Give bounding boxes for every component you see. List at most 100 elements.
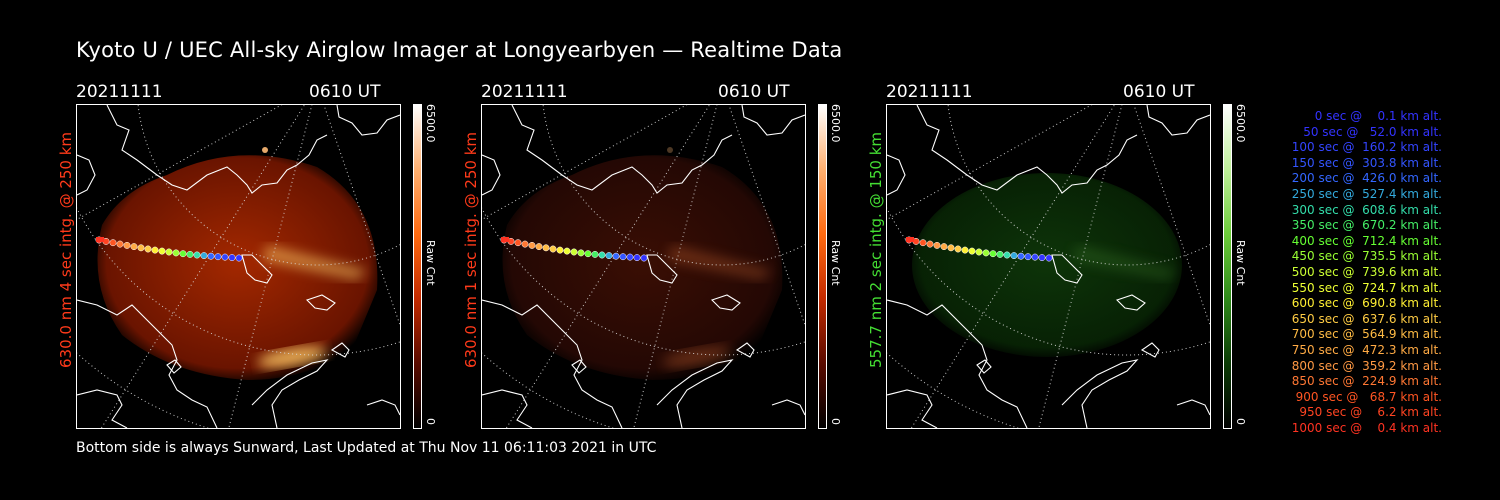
trajectory-marker <box>556 246 564 254</box>
trajectory-marker <box>598 251 606 259</box>
panel-2-colorbar <box>818 104 827 429</box>
trajectory-marker <box>563 247 571 255</box>
trajectory-marker <box>130 243 138 251</box>
panel-2-colorbar-label: Raw Cnt <box>829 240 842 286</box>
trajectory-marker <box>179 250 187 258</box>
trajectory-marker <box>151 246 159 254</box>
panel-2-date: 20211111 <box>481 82 568 102</box>
panel-2-time: 0610 UT <box>718 82 790 102</box>
trajectory-marker <box>926 240 934 248</box>
trajectory-marker <box>1024 253 1032 261</box>
trajectory-marker <box>144 245 152 253</box>
trajectory-marker <box>954 245 962 253</box>
legend-entry: 950 sec @ 6.2 km alt. <box>1299 405 1442 420</box>
panel-1-colorbar-min: 0 <box>424 418 437 425</box>
trajectory-marker <box>584 250 592 258</box>
legend-entry: 0 sec @ 0.1 km alt. <box>1314 109 1442 123</box>
panel-1-time: 0610 UT <box>309 82 381 102</box>
trajectory-marker <box>165 248 173 256</box>
trajectory-marker <box>535 243 543 251</box>
trajectory-marker <box>989 250 997 258</box>
trajectory-marker <box>193 251 201 259</box>
trajectory-marker <box>542 244 550 252</box>
legend-entry: 450 sec @ 735.5 km alt. <box>1291 249 1442 264</box>
panel-1-wavelength-label: 630.0 nm 4 sec intg. @ 250 km <box>57 131 75 368</box>
trajectory-marker <box>235 254 243 262</box>
trajectory-marker <box>228 254 236 262</box>
trajectory-marker <box>591 250 599 258</box>
panel-2-airglow-image <box>481 104 806 429</box>
trajectory-marker <box>577 249 585 257</box>
panel-3-wavelength-label: 557.7 nm 2 sec intg. @ 150 km <box>867 131 885 368</box>
trajectory-marker <box>961 246 969 254</box>
legend-entry: 650 sec @ 637.6 km alt. <box>1291 311 1442 326</box>
legend-entry: 150 sec @ 303.8 km alt. <box>1291 155 1442 170</box>
trajectory-marker <box>207 252 215 260</box>
legend-entry: 500 sec @ 739.6 km alt. <box>1291 264 1442 279</box>
legend-entry: 300 sec @ 608.6 km alt. <box>1291 202 1442 217</box>
legend-entry: 850 sec @ 224.9 km alt. <box>1291 374 1442 389</box>
trajectory-marker <box>626 253 634 261</box>
panel-2-colorbar-max: 6500.0 <box>829 104 842 143</box>
panel-3-colorbar-min: 0 <box>1234 418 1247 425</box>
legend-entry: 250 sec @ 527.4 km alt. <box>1291 186 1442 201</box>
trajectory-marker <box>1003 251 1011 259</box>
trajectory-marker <box>214 253 222 261</box>
legend-entry: 50 sec @ 52.0 km alt. <box>1303 124 1442 139</box>
trajectory-marker <box>521 240 529 248</box>
trajectory-marker <box>933 241 941 249</box>
trajectory-marker <box>612 252 620 260</box>
trajectory-marker <box>158 247 166 255</box>
trajectory-marker <box>123 241 131 249</box>
legend-entry: 550 sec @ 724.7 km alt. <box>1291 280 1442 295</box>
trajectory-marker <box>528 241 536 249</box>
panel-3-date: 20211111 <box>886 82 973 102</box>
panel-3-colorbar-label: Raw Cnt <box>1234 240 1247 286</box>
trajectory-marker <box>619 253 627 261</box>
trajectory-marker <box>172 249 180 257</box>
page-title: Kyoto U / UEC All-sky Airglow Imager at … <box>76 38 843 62</box>
panel-3-time: 0610 UT <box>1123 82 1195 102</box>
all-sky-map-1 <box>77 105 400 428</box>
altitude-legend: 0 sec @ 0.1 km alt. 50 sec @ 52.0 km alt.… <box>1262 109 1442 436</box>
trajectory-marker <box>570 248 578 256</box>
panel-1-airglow-image <box>76 104 401 429</box>
legend-entry: 800 sec @ 359.2 km alt. <box>1291 358 1442 373</box>
panel-3-airglow-image <box>886 104 1211 429</box>
trajectory-marker <box>940 243 948 251</box>
panel-2-wavelength-label: 630.0 nm 1 sec intg. @ 250 km <box>462 131 480 368</box>
trajectory-marker <box>514 239 522 247</box>
trajectory-marker <box>975 248 983 256</box>
trajectory-marker <box>1045 254 1053 262</box>
legend-entry: 1000 sec @ 0.4 km alt. <box>1291 420 1442 435</box>
panel-2-colorbar-min: 0 <box>829 418 842 425</box>
trajectory-marker <box>982 249 990 257</box>
all-sky-map-3 <box>887 105 1210 428</box>
panel-1-colorbar-max: 6500.0 <box>424 104 437 143</box>
all-sky-map-2 <box>482 105 805 428</box>
trajectory-marker <box>200 252 208 260</box>
trajectory-marker <box>186 250 194 258</box>
panel-1-colorbar <box>413 104 422 429</box>
footer-note: Bottom side is always Sunward, Last Upda… <box>76 440 657 456</box>
legend-entry: 900 sec @ 68.7 km alt. <box>1295 389 1442 404</box>
trajectory-marker <box>221 253 229 261</box>
trajectory-marker <box>116 240 124 248</box>
legend-entry: 700 sec @ 564.9 km alt. <box>1291 327 1442 342</box>
trajectory-marker <box>1031 253 1039 261</box>
trajectory-marker <box>633 254 641 262</box>
trajectory-marker <box>640 254 648 262</box>
trajectory-marker <box>549 245 557 253</box>
trajectory-marker <box>968 247 976 255</box>
trajectory-marker <box>1010 252 1018 260</box>
trajectory-marker <box>919 239 927 247</box>
trajectory-marker <box>996 250 1004 258</box>
panel-1-date: 20211111 <box>76 82 163 102</box>
trajectory-marker <box>137 244 145 252</box>
trajectory-marker <box>1017 252 1025 260</box>
panel-3-colorbar-max: 6500.0 <box>1234 104 1247 143</box>
legend-entry: 350 sec @ 670.2 km alt. <box>1291 218 1442 233</box>
legend-entry: 750 sec @ 472.3 km alt. <box>1291 342 1442 357</box>
trajectory-marker <box>109 239 117 247</box>
legend-entry: 200 sec @ 426.0 km alt. <box>1291 171 1442 186</box>
